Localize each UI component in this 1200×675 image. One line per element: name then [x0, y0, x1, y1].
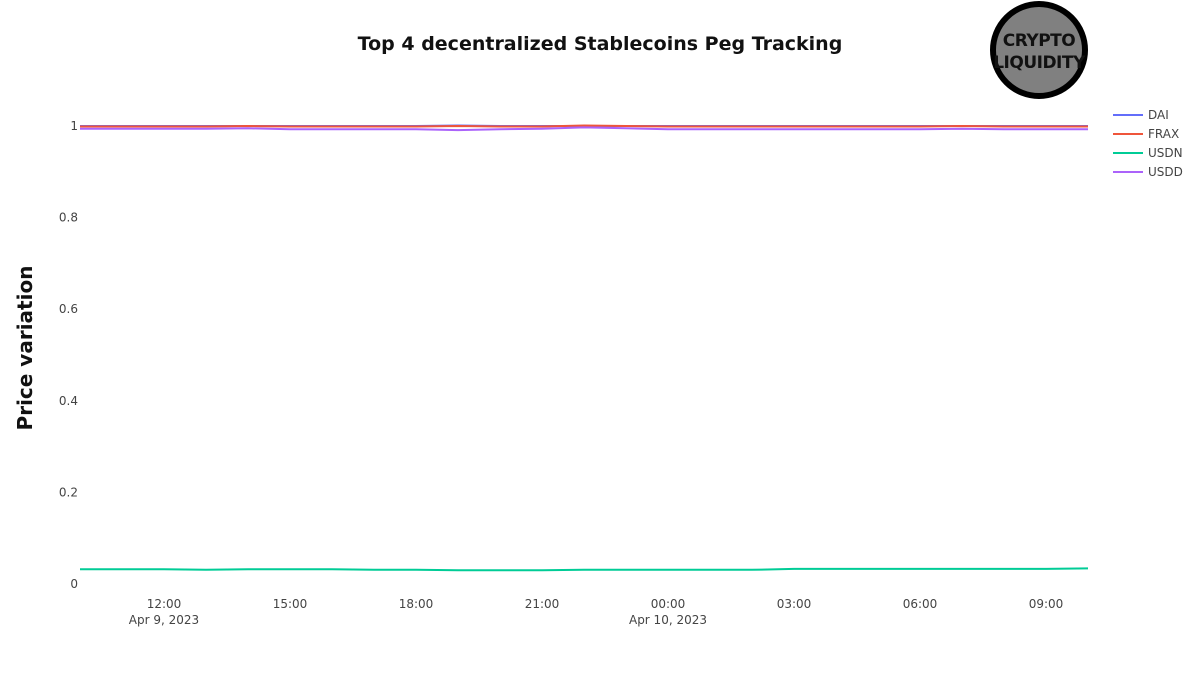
y-axis-title: Price variation — [13, 266, 37, 431]
x-tick-label: 03:00 — [777, 597, 812, 611]
x-tick-date-label: Apr 10, 2023 — [629, 613, 707, 627]
legend[interactable]: DAI FRAX USDN USDD — [1113, 108, 1183, 179]
logo-badge — [990, 1, 1088, 99]
x-tick-label: 06:00 — [903, 597, 938, 611]
chart-title: Top 4 decentralized Stablecoins Peg Trac… — [358, 33, 843, 55]
y-tick-label: 1 — [70, 119, 78, 133]
x-tick-label: 09:00 — [1029, 597, 1064, 611]
x-tick-label: 21:00 — [525, 597, 560, 611]
plot-area — [80, 124, 1089, 572]
legend-label: FRAX — [1148, 127, 1179, 141]
x-tick-date-label: Apr 9, 2023 — [129, 613, 199, 627]
x-axis: 12:00 Apr 9, 2023 15:00 18:00 21:00 00:00 Apr … — [129, 597, 1063, 627]
logo-line-1: CRYPTO — [1003, 31, 1076, 51]
crypto-liquidity-logo: CRYPTO LIQUIDITY — [990, 1, 1088, 99]
y-tick-label: 0 — [70, 577, 78, 591]
legend-label: USDN — [1148, 146, 1183, 160]
y-axis: 0 0.2 0.4 0.6 0.8 1 — [59, 119, 78, 591]
logo-line-2: LIQUIDITY — [993, 53, 1086, 73]
y-tick-label: 0.2 — [59, 485, 78, 499]
legend-item-usdn[interactable]: USDN — [1113, 146, 1183, 160]
x-tick-label: 12:00 — [147, 597, 182, 611]
series-line-frax — [80, 124, 1088, 128]
legend-label: DAI — [1148, 108, 1169, 122]
y-tick-label: 0.6 — [59, 302, 78, 316]
x-tick-label: 00:00 — [651, 597, 686, 611]
legend-item-frax[interactable]: FRAX — [1113, 127, 1179, 141]
legend-item-usdd[interactable]: USDD — [1113, 165, 1183, 179]
series-line-usdn — [80, 567, 1089, 572]
series-line-usdd — [80, 126, 1088, 132]
legend-label: USDD — [1148, 165, 1183, 179]
x-tick-label: 15:00 — [273, 597, 308, 611]
y-tick-label: 0.8 — [59, 211, 78, 225]
x-tick-label: 18:00 — [399, 597, 434, 611]
y-tick-label: 0.4 — [59, 394, 78, 408]
legend-item-dai[interactable]: DAI — [1113, 108, 1169, 122]
